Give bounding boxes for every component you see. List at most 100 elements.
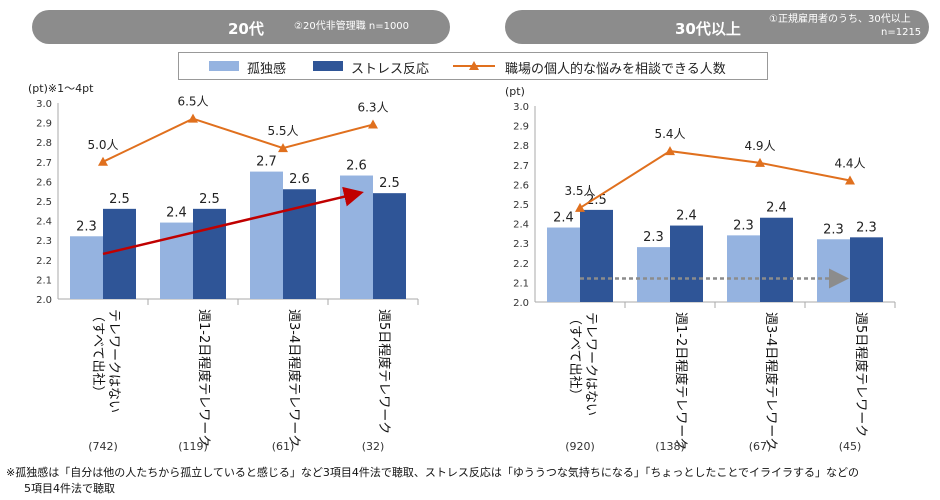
right-chart-bar-loneliness bbox=[727, 235, 760, 302]
right-chart-count-label: (45) bbox=[839, 440, 862, 453]
left-chart-count-label: (32) bbox=[362, 440, 385, 453]
footnote-line2: 5項目4件法で聴取 bbox=[24, 482, 115, 495]
right-chart-consult-marker bbox=[755, 157, 765, 167]
right-chart-consult-marker bbox=[665, 146, 675, 156]
legend-label-loneliness: 孤独感 bbox=[247, 62, 287, 77]
right-chart-count-label: (138) bbox=[655, 440, 685, 453]
header-left: 20代 ②20代非管理職 n=1000 bbox=[32, 10, 450, 44]
right-chart-y-tick: 2.7 bbox=[513, 161, 529, 172]
left-chart-bar-label: 2.4 bbox=[166, 206, 187, 221]
right-chart-consult-label: 4.9人 bbox=[744, 139, 775, 153]
header-right-title: 30代以上 bbox=[675, 20, 741, 38]
right-chart-consult-label: 5.4人 bbox=[654, 127, 685, 141]
right-chart-y-tick: 2.4 bbox=[513, 220, 529, 231]
legend-label-stress: ストレス反応 bbox=[351, 62, 430, 77]
left-chart-count-label: (61) bbox=[272, 440, 295, 453]
left-chart-consult-label: 6.5人 bbox=[177, 95, 208, 109]
left-chart-consult-line bbox=[102, 117, 374, 163]
left-chart-bar-label: 2.5 bbox=[199, 192, 220, 207]
right-chart-count-label: (67) bbox=[749, 440, 772, 453]
right-chart-bar-label: 2.3 bbox=[733, 218, 754, 233]
left-chart-bar-stress bbox=[103, 208, 136, 299]
left-chart-consult-label: 6.3人 bbox=[357, 101, 388, 115]
right-chart-bar-label: 2.3 bbox=[856, 220, 877, 235]
left-chart-y-tick: 2.3 bbox=[36, 236, 52, 247]
left-chart-y-tick: 2.0 bbox=[36, 295, 52, 306]
left-chart-y-tick: 2.5 bbox=[36, 197, 52, 208]
left-chart-y-tick: 2.2 bbox=[36, 256, 52, 267]
left-chart-y-tick: 2.6 bbox=[36, 177, 52, 188]
left-chart-category-label: （すべて出社） bbox=[90, 309, 106, 399]
right-chart-y-tick: 2.9 bbox=[513, 122, 529, 133]
right-chart-bar-label: 2.4 bbox=[553, 211, 574, 226]
left-chart-y-tick: 2.8 bbox=[36, 138, 52, 149]
footnote-line1: ※孤独感は「自分は他の人たちから孤立していると感じる」など3項目4件法で聴取、ス… bbox=[6, 466, 860, 479]
left-chart-bar-label: 2.3 bbox=[76, 219, 97, 234]
left-chart-consult-marker bbox=[278, 143, 288, 153]
legend-label-consult: 職場の個人的な悩みを相談できる人数 bbox=[505, 62, 726, 77]
legend: 孤独感 ストレス反応 職場の個人的な悩みを相談できる人数 bbox=[178, 52, 768, 80]
left-chart-bar-label: 2.6 bbox=[346, 159, 367, 174]
left-chart-category-label: 週5日程度テレワーク bbox=[376, 309, 392, 434]
right-chart-bar-label: 2.4 bbox=[766, 201, 787, 216]
right-chart-y-tick: 2.5 bbox=[513, 200, 529, 211]
left-chart-y-tick: 2.9 bbox=[36, 119, 52, 130]
right-chart-bar-label: 2.3 bbox=[823, 222, 844, 237]
left-chart-y-label: (pt)※1～4pt bbox=[28, 82, 94, 95]
left-chart-bar-loneliness bbox=[340, 175, 373, 299]
right-chart-bar-stress bbox=[670, 225, 703, 302]
left-chart-bar-loneliness bbox=[160, 222, 193, 299]
left-chart-bar-stress bbox=[193, 208, 226, 299]
right-chart-bar-label: 2.5 bbox=[586, 193, 607, 208]
left-chart-consult-label: 5.0人 bbox=[87, 138, 118, 152]
left-chart-category-label: テレワークはない bbox=[106, 309, 121, 413]
left-chart-count-label: (742) bbox=[88, 440, 118, 453]
left-chart-consult-marker bbox=[368, 119, 378, 129]
header-right-note2: n=1215 bbox=[881, 27, 922, 38]
left-chart-count-label: (119) bbox=[178, 440, 208, 453]
left-chart-consult-marker bbox=[98, 156, 108, 166]
left-chart-bar-label: 2.5 bbox=[109, 192, 130, 207]
right-chart-consult-label: 4.4人 bbox=[834, 156, 865, 170]
left-chart-category-label: 週3-4日程度テレワーク bbox=[286, 309, 302, 447]
left-chart-y-tick: 2.7 bbox=[36, 158, 52, 169]
left-chart-bar-label: 2.6 bbox=[289, 172, 310, 187]
right-chart-category-label: （すべて出社） bbox=[567, 312, 583, 402]
header-right: 30代以上 ①正規雇用者のうち、30代以上 n=1215 bbox=[505, 10, 929, 44]
right-chart-consult-label: 3.5人 bbox=[564, 184, 595, 198]
legend-swatch-loneliness bbox=[209, 61, 239, 71]
right-chart-y-label: (pt) bbox=[505, 85, 525, 98]
left-chart-bar-label: 2.7 bbox=[256, 155, 277, 170]
right-chart-y-tick: 3.0 bbox=[513, 102, 529, 113]
right-chart-y-tick: 2.2 bbox=[513, 259, 529, 270]
left-chart-bar-label: 2.5 bbox=[379, 176, 400, 191]
right-chart-bar-label: 2.4 bbox=[676, 209, 697, 224]
right-chart-consult-marker bbox=[845, 175, 855, 185]
left-chart-consult-label: 5.5人 bbox=[267, 124, 298, 138]
right-chart-y-tick: 2.8 bbox=[513, 141, 529, 152]
left-chart-bar-loneliness bbox=[70, 236, 103, 299]
legend-line-icon bbox=[453, 61, 495, 70]
right-chart-count-label: (920) bbox=[565, 440, 595, 453]
right-chart-bar-stress bbox=[850, 237, 883, 302]
right-chart-category-label: テレワークはない bbox=[583, 312, 598, 416]
right-chart-bar-loneliness bbox=[637, 247, 670, 302]
left-chart-category-label: 週1-2日程度テレワーク bbox=[196, 309, 212, 447]
header-left-title: 20代 bbox=[228, 20, 264, 38]
right-chart-category-label: 週3-4日程度テレワーク bbox=[763, 312, 779, 450]
right-chart-y-tick: 2.1 bbox=[513, 278, 529, 289]
right-chart-y-tick: 2.0 bbox=[513, 298, 529, 309]
right-chart-consult-line bbox=[579, 150, 851, 209]
right-chart-consult-marker bbox=[575, 202, 585, 212]
right-chart-category-label: 週1-2日程度テレワーク bbox=[673, 312, 689, 450]
left-chart-trend-arrow bbox=[102, 186, 364, 256]
left-chart-y-tick: 2.4 bbox=[36, 217, 52, 228]
left-chart-bar-loneliness bbox=[250, 171, 283, 299]
left-chart-y-tick: 3.0 bbox=[36, 99, 52, 110]
right-chart-category-label: 週5日程度テレワーク bbox=[853, 312, 869, 437]
left-chart-consult-marker bbox=[188, 113, 198, 123]
right-chart-y-tick: 2.6 bbox=[513, 180, 529, 191]
left-chart-y-tick: 2.1 bbox=[36, 275, 52, 286]
right-chart-y-tick: 2.3 bbox=[513, 239, 529, 250]
